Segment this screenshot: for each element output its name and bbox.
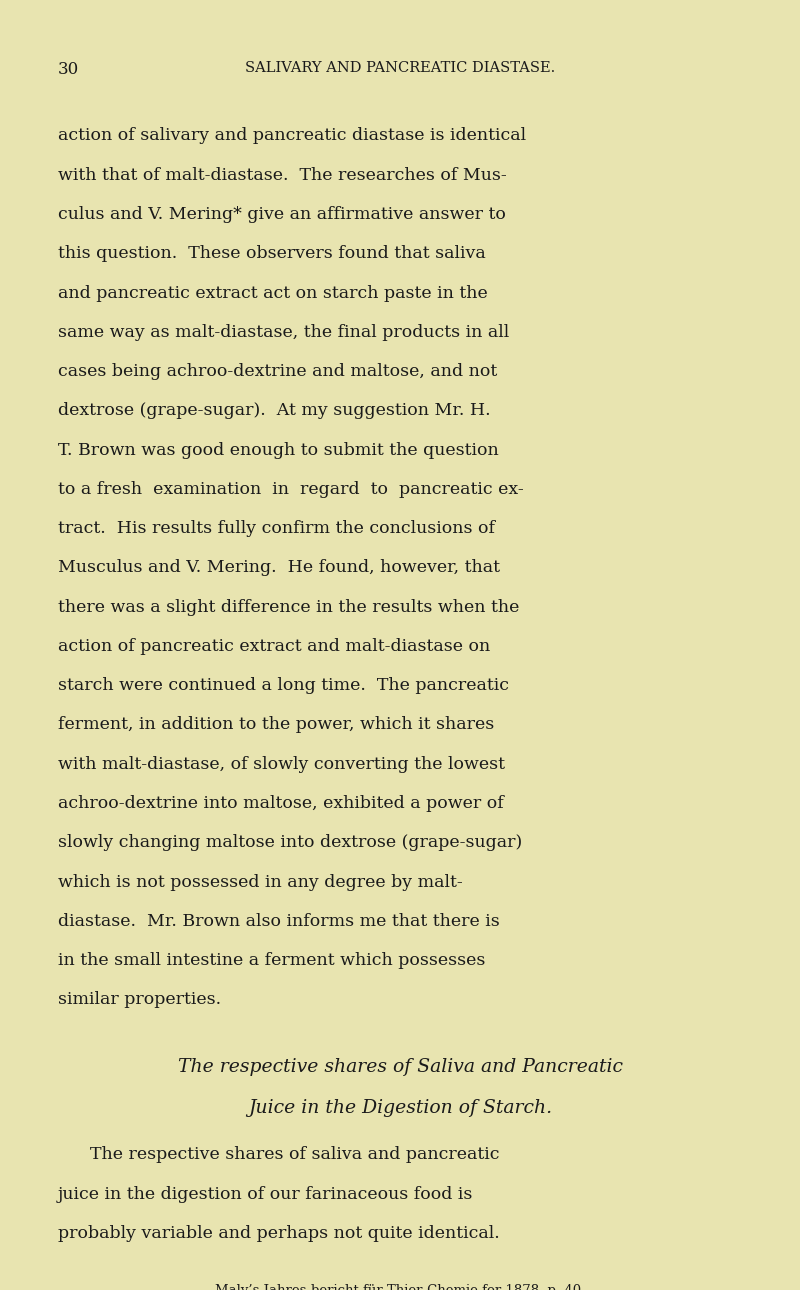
Text: tract.  His results fully confirm the conclusions of: tract. His results fully confirm the con… bbox=[58, 520, 494, 537]
Text: action of salivary and pancreatic diastase is identical: action of salivary and pancreatic diasta… bbox=[58, 128, 526, 144]
Text: diastase.  Mr. Brown also informs me that there is: diastase. Mr. Brown also informs me that… bbox=[58, 913, 499, 930]
Text: similar properties.: similar properties. bbox=[58, 991, 221, 1009]
Text: there was a slight difference in the results when the: there was a slight difference in the res… bbox=[58, 599, 519, 615]
Text: ferment, in addition to the power, which it shares: ferment, in addition to the power, which… bbox=[58, 716, 494, 734]
Text: SALIVARY AND PANCREATIC DIASTASE.: SALIVARY AND PANCREATIC DIASTASE. bbox=[245, 61, 555, 75]
Text: slowly changing maltose into dextrose (grape-sugar): slowly changing maltose into dextrose (g… bbox=[58, 835, 522, 851]
Text: juice in the digestion of our farinaceous food is: juice in the digestion of our farinaceou… bbox=[58, 1186, 473, 1202]
Text: Musculus and V. Mering.  He found, however, that: Musculus and V. Mering. He found, howeve… bbox=[58, 560, 499, 577]
Text: action of pancreatic extract and malt-diastase on: action of pancreatic extract and malt-di… bbox=[58, 639, 490, 655]
Text: with malt-diastase, of slowly converting the lowest: with malt-diastase, of slowly converting… bbox=[58, 756, 505, 773]
Text: dextrose (grape-sugar).  At my suggestion Mr. H.: dextrose (grape-sugar). At my suggestion… bbox=[58, 402, 490, 419]
Text: this question.  These observers found that saliva: this question. These observers found tha… bbox=[58, 245, 486, 262]
Text: achroo-dextrine into maltose, exhibited a power of: achroo-dextrine into maltose, exhibited … bbox=[58, 795, 503, 811]
Text: which is not possessed in any degree by malt-: which is not possessed in any degree by … bbox=[58, 873, 462, 890]
Text: and pancreatic extract act on starch paste in the: and pancreatic extract act on starch pas… bbox=[58, 285, 487, 302]
Text: The respective shares of saliva and pancreatic: The respective shares of saliva and panc… bbox=[90, 1147, 499, 1164]
Text: The respective shares of Saliva and Pancreatic: The respective shares of Saliva and Panc… bbox=[178, 1058, 622, 1076]
Text: with that of malt-diastase.  The researches of Mus-: with that of malt-diastase. The research… bbox=[58, 166, 506, 183]
Text: probably variable and perhaps not quite identical.: probably variable and perhaps not quite … bbox=[58, 1226, 499, 1242]
Text: Maly’s Jahres-bericht für Thier-Chemie for 1878, p. 40.: Maly’s Jahres-bericht für Thier-Chemie f… bbox=[215, 1284, 585, 1290]
Text: T. Brown was good enough to submit the question: T. Brown was good enough to submit the q… bbox=[58, 441, 498, 459]
Text: to a fresh  examination  in  regard  to  pancreatic ex-: to a fresh examination in regard to panc… bbox=[58, 481, 523, 498]
Text: starch were continued a long time.  The pancreatic: starch were continued a long time. The p… bbox=[58, 677, 509, 694]
Text: 30: 30 bbox=[58, 61, 79, 79]
Text: Juice in the Digestion of Starch.: Juice in the Digestion of Starch. bbox=[248, 1099, 552, 1117]
Text: cases being achroo-dextrine and maltose, and not: cases being achroo-dextrine and maltose,… bbox=[58, 362, 497, 381]
Text: in the small intestine a ferment which possesses: in the small intestine a ferment which p… bbox=[58, 952, 485, 969]
Text: culus and V. Mering* give an affirmative answer to: culus and V. Mering* give an affirmative… bbox=[58, 206, 506, 223]
Text: same way as malt-diastase, the final products in all: same way as malt-diastase, the final pro… bbox=[58, 324, 509, 341]
